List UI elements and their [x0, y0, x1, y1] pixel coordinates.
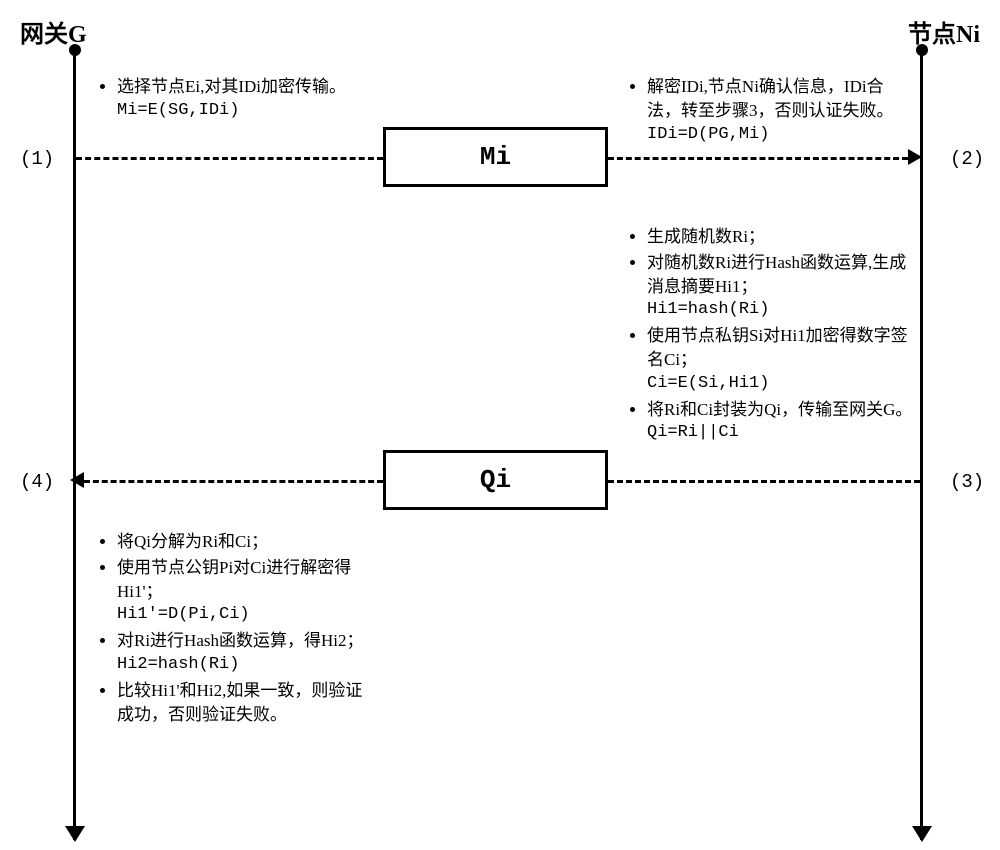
b2-l1: 解密IDi,节点Ni确认信息，IDi合法，转至步骤3，否则认证失败。 [647, 77, 894, 120]
step-2: (2) [950, 148, 984, 170]
block4: 将Qi分解为Ri和Ci； 使用节点公钥Pi对Ci进行解密得Hi1'； Hi1'=… [95, 530, 375, 728]
b3-i3: 使用节点私钥Si对Hi1加密得数字签名Ci； Ci=E(Si,Hi1) [647, 324, 915, 395]
b3-l1: 生成随机数Ri； [647, 227, 765, 246]
b3-i2: 对随机数Ri进行Hash函数运算,生成消息摘要Hi1； Hi1=hash(Ri) [647, 251, 915, 322]
b3-l7: Qi=Ri||Ci [647, 421, 915, 445]
b1-l1: 选择节点Ei,对其IDi加密传输。 [117, 77, 346, 96]
b4-l3: Hi1'=D(Pi,Ci) [117, 603, 375, 627]
step-3: (3) [950, 471, 984, 493]
block1-item: 选择节点Ei,对其IDi加密传输。 Mi=E(SG,IDi) [117, 75, 375, 123]
b3-l6: 将Ri和Ci封装为Qi，传输至网关G。 [647, 400, 912, 419]
msg2-line-right [608, 480, 920, 483]
b4-l4: 对Ri进行Hash函数运算，得Hi2； [117, 631, 364, 650]
msg1-arrowhead [908, 149, 922, 165]
lifeline-arrowhead [65, 826, 85, 842]
lifeline-left [73, 50, 76, 840]
lifeline-dot [916, 44, 928, 56]
b2-l2: IDi=D(PG,Mi) [647, 123, 915, 147]
msg2-line-left [84, 480, 383, 483]
b4-i4: 比较Hi1'和Hi2,如果一致，则验证成功，否则验证失败。 [117, 679, 375, 727]
msg1-label: Mi [480, 142, 511, 172]
step-4: (4) [20, 471, 54, 493]
b4-l2: 使用节点公钥Pi对Ci进行解密得Hi1'； [117, 558, 351, 601]
lifeline-dot [69, 44, 81, 56]
step-1: (1) [20, 148, 54, 170]
b4-i1: 将Qi分解为Ri和Ci； [117, 530, 375, 554]
b4-i2: 使用节点公钥Pi对Ci进行解密得Hi1'； Hi1'=D(Pi,Ci) [117, 556, 375, 627]
b4-l6: 比较Hi1'和Hi2,如果一致，则验证成功，否则验证失败。 [117, 681, 362, 724]
block1: 选择节点Ei,对其IDi加密传输。 Mi=E(SG,IDi) [95, 75, 375, 125]
b3-l5: Ci=E(Si,Hi1) [647, 372, 915, 396]
b3-i4: 将Ri和Ci封装为Qi，传输至网关G。 Qi=Ri||Ci [647, 398, 915, 446]
block2-item: 解密IDi,节点Ni确认信息，IDi合法，转至步骤3，否则认证失败。 IDi=D… [647, 75, 915, 146]
b4-l5: Hi2=hash(Ri) [117, 653, 375, 677]
block2: 解密IDi,节点Ni确认信息，IDi合法，转至步骤3，否则认证失败。 IDi=D… [625, 75, 915, 148]
msg1-line-left [76, 157, 383, 160]
b4-l1: 将Qi分解为Ri和Ci； [117, 532, 268, 551]
b3-l2: 对随机数Ri进行Hash函数运算,生成消息摘要Hi1； [647, 253, 906, 296]
msg2-label: Qi [480, 465, 511, 495]
msg2-box: Qi [383, 450, 608, 510]
b3-i1: 生成随机数Ri； [647, 225, 915, 249]
b4-i3: 对Ri进行Hash函数运算，得Hi2； Hi2=hash(Ri) [117, 629, 375, 677]
b1-l2: Mi=E(SG,IDi) [117, 99, 375, 123]
b3-l3: Hi1=hash(Ri) [647, 298, 915, 322]
b3-l4: 使用节点私钥Si对Hi1加密得数字签名Ci； [647, 326, 908, 369]
msg2-arrowhead [70, 472, 84, 488]
lifeline-arrowhead [912, 826, 932, 842]
lifeline-right [920, 50, 923, 840]
msg1-box: Mi [383, 127, 608, 187]
msg1-line-right [608, 157, 908, 160]
block3: 生成随机数Ri； 对随机数Ri进行Hash函数运算,生成消息摘要Hi1； Hi1… [625, 225, 915, 447]
